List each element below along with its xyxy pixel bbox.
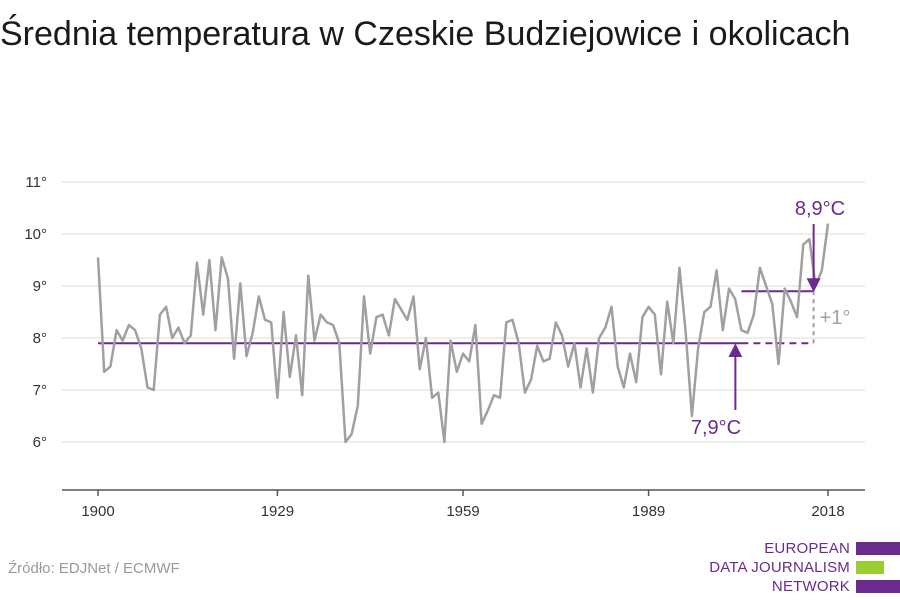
y-tick-label: 9° [33,278,47,295]
logo-line-1: EUROPEAN [764,540,850,557]
baseline-value-label: 7,9°C [691,417,741,439]
y-axis-ticks: 6° 7° 8° 9° 10° 11° [24,174,47,451]
y-tick-label: 10° [24,226,47,243]
logo-bar-purple-bottom [856,580,900,593]
recent-value-label: 8,9°C [795,198,845,220]
x-tick-label: 1929 [261,503,294,520]
y-tick-label: 7° [33,382,47,399]
source-note: Źródło: EDJNet / ECMWF [8,560,180,577]
grid-lines [62,181,865,443]
chart-title: Średnia temperatura w Czeskie Budziejowi… [0,15,851,53]
logo-line-3: NETWORK [771,578,850,595]
logo-bar-green [856,561,884,574]
logo-bar-purple-top [856,542,900,555]
y-tick-label: 11° [25,174,47,191]
x-axis-ticks: 1900 1929 1959 1989 2018 [81,490,845,520]
x-tick-label: 1989 [632,503,665,520]
x-tick-label: 2018 [811,503,844,520]
temperature-series-line [96,223,830,444]
edjnet-logo: EUROPEAN DATA JOURNALISM NETWORK [700,539,900,597]
difference-label: +1° [820,307,851,329]
x-tick-label: 1959 [446,503,479,520]
y-tick-label: 6° [33,434,47,451]
y-tick-label: 8° [33,330,47,347]
logo-line-2: DATA JOURNALISM [709,559,850,576]
x-tick-label: 1900 [81,503,114,520]
